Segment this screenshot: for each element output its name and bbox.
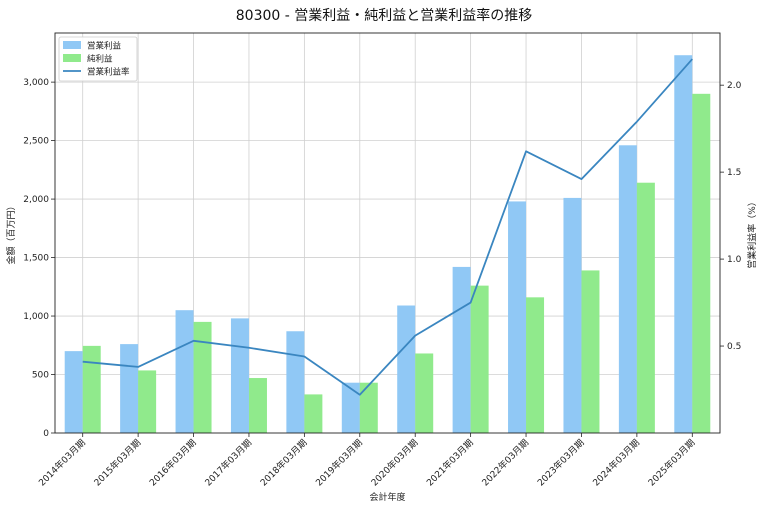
y2-tick-label: 1.0: [727, 255, 742, 265]
bar-net-profit: [304, 394, 323, 433]
legend-label-net-profit: 純利益: [87, 54, 113, 65]
x-tick-label: 2018年03月期: [258, 437, 310, 489]
x-tick-label: 2020年03月期: [368, 437, 420, 489]
x-tick-label: 2022年03月期: [479, 437, 531, 489]
bar-operating-profit: [618, 145, 637, 433]
x-tick-label: 2025年03月期: [646, 437, 698, 489]
bar-operating-profit: [120, 344, 139, 433]
y-tick-label: 1,500: [23, 254, 49, 264]
legend-swatch-operating-profit: [63, 41, 81, 49]
x-tick-label: 2017年03月期: [202, 437, 254, 489]
bar-operating-profit: [64, 351, 83, 433]
x-tick-label: 2015年03月期: [91, 437, 143, 489]
bars-layer: [64, 55, 711, 433]
bar-net-profit: [193, 321, 212, 433]
bar-net-profit: [692, 93, 711, 433]
legend-swatch-net-profit: [63, 54, 81, 62]
y2-tick-label: 1.5: [727, 168, 741, 178]
x-tick-label: 2014年03月期: [36, 437, 88, 489]
bar-net-profit: [359, 382, 378, 433]
y-tick-label: 3,000: [23, 78, 49, 88]
y-tick-label: 1,000: [23, 312, 49, 322]
chart-title: 80300 - 営業利益・純利益と営業利益率の推移: [236, 7, 533, 24]
x-tick-label: 2023年03月期: [535, 437, 587, 489]
legend: 営業利益 純利益 営業利益率: [58, 36, 138, 82]
x-tick-label: 2019年03月期: [313, 437, 365, 489]
bar-operating-profit: [508, 201, 527, 433]
bar-operating-profit: [175, 310, 194, 433]
y2-tick-label: 2.0: [727, 81, 742, 91]
bar-net-profit: [82, 345, 101, 433]
legend-label-operating-margin: 営業利益率: [87, 67, 130, 78]
bar-operating-profit: [341, 382, 360, 433]
bar-operating-profit: [286, 331, 305, 433]
line-layer: [82, 58, 693, 396]
bar-operating-profit: [230, 318, 249, 433]
bar-net-profit: [636, 182, 655, 433]
bar-operating-profit: [674, 55, 693, 433]
bar-net-profit: [415, 353, 434, 433]
x-tick-label: 2021年03月期: [424, 437, 476, 489]
bar-operating-profit: [563, 197, 582, 433]
y-tick-label: 0: [43, 429, 49, 439]
legend-label-operating-profit: 営業利益: [87, 41, 122, 52]
bar-net-profit: [581, 270, 600, 433]
line-operating-margin: [82, 58, 693, 396]
y-tick-label: 500: [32, 371, 49, 381]
x-tick-label: 2024年03月期: [590, 437, 642, 489]
x-tick-label: 2016年03月期: [147, 437, 199, 489]
y-tick-label: 2,500: [23, 137, 49, 147]
y2-axis-title: 営業利益率（%）: [746, 197, 758, 269]
bar-operating-profit: [397, 305, 416, 433]
bar-net-profit: [138, 370, 157, 433]
bar-net-profit: [248, 378, 267, 433]
x-axis-title: 会計年度: [369, 491, 405, 503]
y2-tick-label: 0.5: [727, 342, 741, 352]
bar-net-profit: [470, 285, 489, 433]
bar-operating-profit: [452, 266, 471, 433]
plot-frame: [54, 32, 721, 434]
bar-net-profit: [526, 297, 545, 433]
y-tick-label: 2,000: [23, 195, 49, 205]
y-axis-title: 金額（百万円）: [5, 201, 17, 264]
